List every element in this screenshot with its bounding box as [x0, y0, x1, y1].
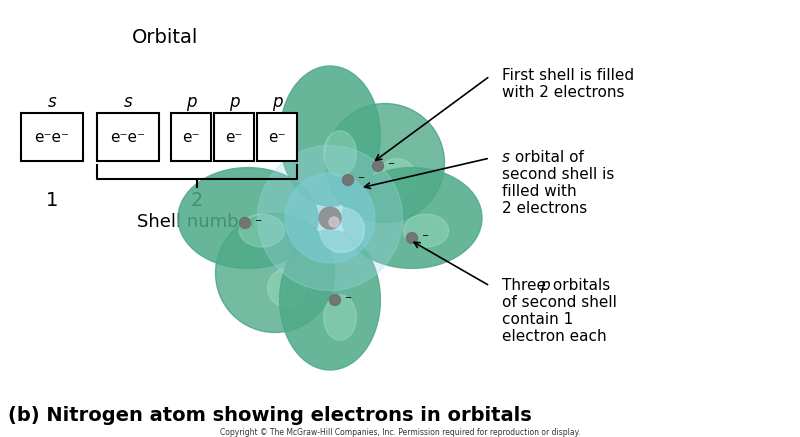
Text: with 2 electrons: with 2 electrons [502, 85, 625, 100]
Text: s: s [48, 93, 56, 111]
Ellipse shape [373, 160, 383, 171]
Text: s: s [124, 93, 132, 111]
Ellipse shape [342, 174, 354, 185]
Text: 2: 2 [191, 191, 203, 210]
Text: p: p [229, 93, 239, 111]
Ellipse shape [326, 104, 445, 222]
Text: 1: 1 [46, 191, 58, 210]
Text: p: p [272, 93, 282, 111]
Ellipse shape [178, 168, 318, 268]
Text: contain 1: contain 1 [502, 312, 574, 327]
Text: −: − [344, 294, 351, 302]
Text: e⁻: e⁻ [182, 129, 200, 145]
Ellipse shape [406, 232, 418, 243]
Text: Shell number: Shell number [137, 213, 257, 231]
Text: e⁻: e⁻ [226, 129, 242, 145]
Text: s: s [502, 150, 510, 165]
Text: orbital of: orbital of [510, 150, 584, 165]
Text: second shell is: second shell is [502, 167, 614, 182]
Text: Copyright © The McGraw-Hill Companies, Inc. Permission required for reproduction: Copyright © The McGraw-Hill Companies, I… [220, 428, 580, 437]
Bar [97, 113, 159, 161]
Ellipse shape [324, 295, 357, 340]
Text: (b) Nitrogen atom showing electrons in orbitals: (b) Nitrogen atom showing electrons in o… [8, 406, 532, 425]
Ellipse shape [285, 173, 375, 263]
Text: −: − [387, 160, 394, 169]
Bar [257, 113, 297, 161]
Text: e⁻: e⁻ [268, 129, 286, 145]
Text: 2 electrons: 2 electrons [502, 201, 587, 216]
Ellipse shape [280, 66, 381, 206]
Ellipse shape [239, 214, 285, 247]
Ellipse shape [378, 159, 416, 197]
Ellipse shape [215, 214, 334, 333]
Text: p: p [186, 93, 196, 111]
Text: electron each: electron each [502, 329, 606, 344]
Ellipse shape [280, 230, 381, 370]
Bar [171, 113, 211, 161]
Text: Orbital: Orbital [132, 28, 198, 47]
Bar [21, 113, 83, 161]
Ellipse shape [329, 217, 339, 227]
Ellipse shape [267, 269, 306, 307]
Text: of second shell: of second shell [502, 295, 617, 310]
Text: p: p [540, 278, 550, 293]
Text: orbitals: orbitals [548, 278, 610, 293]
Ellipse shape [258, 146, 402, 291]
Text: −: − [421, 232, 428, 240]
Ellipse shape [342, 168, 482, 268]
Ellipse shape [319, 208, 365, 253]
Ellipse shape [324, 131, 357, 176]
Text: Three: Three [502, 278, 551, 293]
Text: −: − [357, 173, 364, 183]
Ellipse shape [330, 295, 341, 305]
Text: filled with: filled with [502, 184, 577, 199]
Bar [214, 113, 254, 161]
Text: First shell is filled: First shell is filled [502, 68, 634, 83]
Text: e⁻e⁻: e⁻e⁻ [110, 129, 146, 145]
Ellipse shape [239, 218, 250, 229]
Ellipse shape [403, 214, 449, 247]
Text: e⁻e⁻: e⁻e⁻ [34, 129, 70, 145]
Ellipse shape [319, 207, 341, 229]
Text: −: − [254, 216, 261, 225]
